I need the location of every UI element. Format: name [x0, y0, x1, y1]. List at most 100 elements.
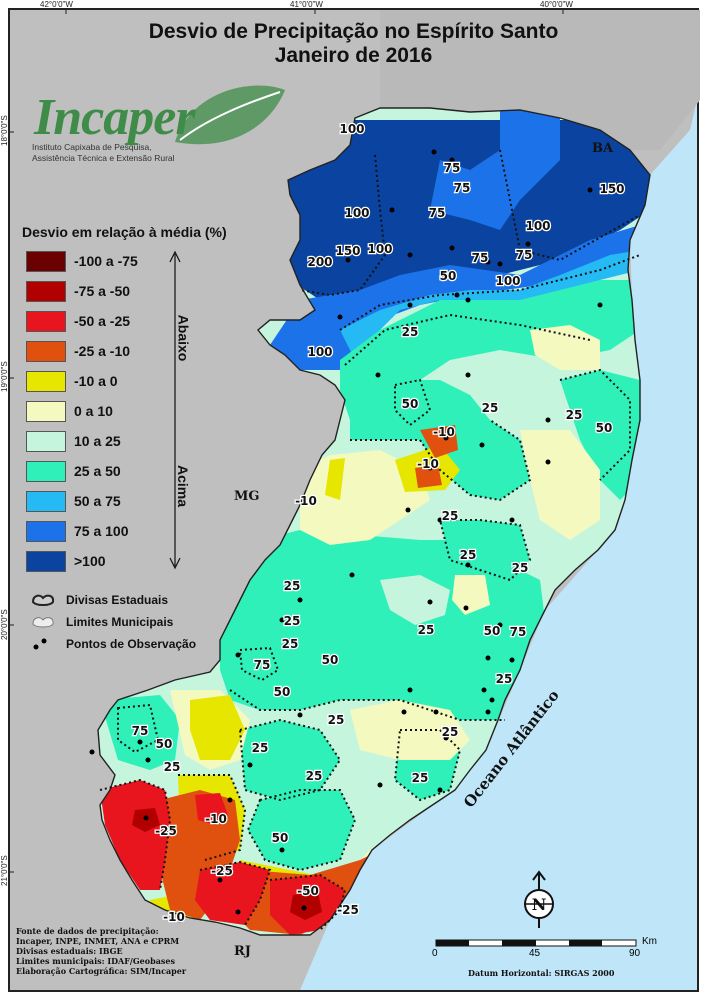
legend-item: 0 a 10 — [26, 400, 113, 422]
data-sources: Fonte de dados de precipitação: Incaper,… — [16, 926, 186, 976]
legend-swatch — [26, 310, 66, 332]
double-arrow-icon — [169, 250, 181, 570]
title-line-2: Janeiro de 2016 — [274, 44, 433, 67]
scale-bar: 0 45 90 Km — [432, 936, 672, 986]
isoline-label: 25 — [328, 713, 345, 727]
isoline-label: 25 — [306, 769, 323, 783]
municipal-boundary-icon — [32, 617, 54, 628]
isoline-label: 75 — [472, 251, 489, 265]
lon-label-42: 42°0'0"W — [40, 0, 73, 9]
legend-limites-municipais: Limites Municipais — [30, 614, 173, 630]
isoline-label: 25 — [418, 623, 435, 637]
legend-label: 0 a 10 — [74, 403, 113, 419]
incaper-logo: Incaper Instituto Capixaba de Pesquisa, … — [30, 80, 285, 170]
lat-label-19: 19°0'0"S — [0, 361, 9, 392]
ba-area — [380, 10, 700, 150]
isoline-label: -10 — [205, 812, 227, 826]
legend-label: 25 a 50 — [74, 463, 121, 479]
scale-unit: Km — [642, 936, 657, 947]
label-limites-municipais: Limites Municipais — [66, 615, 174, 629]
legend-label: >100 — [74, 553, 106, 569]
legend-swatch — [26, 430, 66, 452]
legend-swatch — [26, 340, 66, 362]
lat-label-18: 18°0'0"S — [0, 115, 9, 146]
isoline-label: 25 — [282, 637, 299, 651]
legend-swatch — [26, 490, 66, 512]
state-label-rj: RJ — [234, 944, 251, 959]
legend-item: -50 a -25 — [26, 310, 130, 332]
isoline-label: 50 — [322, 653, 339, 667]
legend-label: -75 a -50 — [74, 283, 131, 299]
isoline-label: 75 — [510, 625, 527, 639]
isoline-label: -25 — [337, 903, 359, 917]
legend-label: -25 a -10 — [74, 343, 131, 359]
isoline-label: 100 — [344, 206, 369, 220]
isoline-label: 25 — [496, 672, 513, 686]
isoline-label: 25 — [442, 725, 459, 739]
isoline-label: 100 — [339, 122, 364, 136]
isoline-label: 25 — [402, 325, 419, 339]
isoline-label: 25 — [482, 401, 499, 415]
isoline-label: -10 — [417, 457, 439, 471]
graticule-ticks — [8, 8, 564, 873]
legend-item: -100 a -75 — [26, 250, 138, 272]
isoline-label: 100 — [525, 219, 550, 233]
source-line-5: Elaboração Cartográfica: SIM/Incaper — [16, 966, 187, 976]
isoline-label: 100 — [307, 345, 332, 359]
isoline-label: 75 — [516, 248, 533, 262]
isoline-label: 50 — [484, 624, 501, 638]
isoline-label: -10 — [433, 425, 455, 439]
title-line-1: Desvio de Precipitação no Espírito Santo — [148, 20, 559, 43]
lon-label-41: 41°0'0"W — [290, 0, 323, 9]
isoline-label: 25 — [566, 408, 583, 422]
legend-swatch — [26, 550, 66, 572]
datum-text: Datum Horizontal: SIRGAS 2000 — [468, 968, 615, 978]
legend-label: -50 a -25 — [74, 313, 131, 329]
legend-label: -10 a 0 — [74, 373, 118, 389]
logo-subtitle-2: Assistência Técnica e Extensão Rural — [32, 153, 175, 163]
isoline-label: 75 — [254, 658, 271, 672]
isoline-label: 25 — [252, 741, 269, 755]
map-title: Desvio de Precipitação no Espírito Santo… — [0, 20, 707, 68]
legend-label: 75 a 100 — [74, 523, 129, 539]
legend-item: -25 a -10 — [26, 340, 130, 362]
isoline-label: 75 — [132, 724, 149, 738]
legend-swatch — [26, 460, 66, 482]
isoline-labels: 100 75 75 150 100 75 100 150 100 200 75 75 100 50 25 10… — [130, 121, 625, 926]
scale-bar-graphic — [435, 939, 637, 947]
logo-wordmark: Incaper — [34, 89, 196, 146]
source-line-1: Fonte de dados de precipitação: — [16, 926, 159, 936]
legend-swatch — [26, 370, 66, 392]
isoline-label: -10 — [163, 910, 185, 924]
isoline-label: -10 — [295, 494, 317, 508]
isoline-label: 100 — [495, 274, 520, 288]
isoline-label: 200 — [307, 255, 332, 269]
legend-item: 75 a 100 — [26, 520, 129, 542]
isoline-label: 50 — [272, 831, 289, 845]
legend-divisas-estaduais: Divisas Estaduais — [30, 592, 168, 608]
state-boundary-icon — [31, 594, 55, 606]
isoline-label: 25 — [442, 509, 459, 523]
scale-tick-45: 45 — [529, 948, 541, 959]
logo-subtitle-1: Instituto Capixaba de Pesquisa, — [32, 142, 152, 152]
lat-label-20: 20°0'0"S — [0, 609, 9, 640]
isoline-label: 150 — [599, 182, 624, 196]
isoline-label: 100 — [367, 242, 392, 256]
isoline-label: 50 — [156, 737, 173, 751]
source-line-3: Divisas estaduais: IBGE — [16, 946, 123, 956]
legend-item: >100 — [26, 550, 106, 572]
isoline-label: 75 — [444, 161, 461, 175]
state-label-ba: BA — [592, 141, 614, 156]
scale-tick-90: 90 — [629, 948, 641, 959]
label-above: Acima — [175, 464, 192, 508]
legend-swatch — [26, 250, 66, 272]
isoline-label: 75 — [429, 206, 446, 220]
isoline-label: 50 — [596, 421, 613, 435]
legend-label: 10 a 25 — [74, 433, 121, 449]
isoline-label: -25 — [211, 864, 233, 878]
legend-pontos: Pontos de Observação — [30, 636, 196, 652]
isoline-label: 50 — [274, 685, 291, 699]
scale-tick-0: 0 — [432, 948, 438, 959]
leaf-icon — [175, 85, 285, 145]
